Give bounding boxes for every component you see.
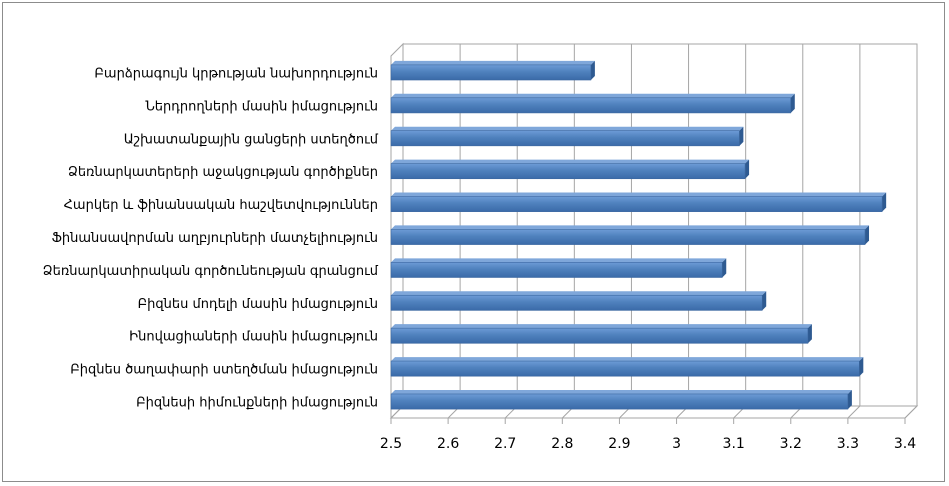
bar-top-face (391, 389, 852, 394)
bar (390, 192, 887, 212)
bar-top-face (391, 291, 767, 296)
bar (390, 324, 812, 344)
bar-end-face (790, 93, 795, 113)
bar-top-face (391, 225, 870, 230)
bar-front-face (390, 262, 723, 278)
category-label: Ինովացիաների մասին իմացություն (129, 330, 378, 345)
bar-front-face (390, 393, 849, 410)
bar-top-face (391, 258, 727, 263)
tick-label: 3.4 (894, 436, 916, 452)
bar-end-face (865, 225, 870, 245)
bar-top-face (391, 60, 595, 65)
bar-top-face (391, 159, 750, 164)
bar (390, 225, 870, 245)
bar (390, 159, 750, 180)
bar (390, 291, 767, 311)
category-label: Ձեռնարկատերերի աջակցության գործիքներ (68, 165, 378, 180)
tick-label: 2.7 (494, 436, 516, 452)
bar-front-face (390, 360, 860, 377)
bar-front-face (390, 196, 883, 212)
bar-front-face (390, 163, 746, 180)
bar (390, 60, 595, 81)
bar (390, 389, 852, 410)
bar-top-face (391, 357, 864, 362)
bar-top-face (391, 93, 795, 98)
category-label: Բիզնես ծաղափարի ստեղծման իմացություն (70, 363, 378, 378)
category-label: Աշխատանքային ցանցերի ստեղծում (124, 132, 379, 147)
gridline (904, 44, 918, 419)
bar (390, 93, 795, 114)
tick-label: 3.2 (780, 436, 802, 452)
category-label: Ձեռնարկատիրական գործունեության գրանցում (43, 264, 379, 279)
bar-end-face (745, 159, 750, 179)
bar-front-face (390, 130, 740, 147)
bar-top-face (391, 126, 744, 131)
bar-end-face (807, 324, 812, 344)
bar-end-face (762, 291, 767, 311)
tick-label: 3 (672, 436, 681, 452)
tick-label: 3.1 (723, 436, 745, 452)
category-labels: Բարձրագույն կրթության նախորդություն Ներդր… (43, 66, 379, 410)
category-label: Հարկեր և ֆինանսական հաշվետվություններ (64, 198, 378, 213)
bar-end-face (859, 357, 864, 377)
bar-front-face (390, 64, 592, 81)
category-label: Ներդրողների մասին իմացություն (145, 99, 378, 114)
gridline (847, 44, 861, 419)
x-axis-ticks: 2.5 2.6 2.7 2.8 2.9 3 3.1 3.2 3.3 3.4 (380, 418, 916, 452)
bar-front-face (390, 294, 763, 311)
bar-end-face (722, 258, 727, 278)
tick-label: 2.9 (608, 436, 630, 452)
bar-end-face (847, 389, 852, 410)
tick-label: 3.3 (837, 436, 859, 452)
bar (390, 126, 744, 147)
bars (390, 60, 887, 410)
bar-end-face (739, 126, 744, 146)
bar-end-face (590, 60, 595, 81)
bar-front-face (390, 229, 866, 245)
category-label: Բարձրագույն կրթության նախորդություն (94, 66, 378, 81)
bar (390, 258, 727, 278)
bar-top-face (391, 192, 887, 197)
tick-label: 2.5 (380, 436, 402, 452)
category-label: Ֆինանսավորման աղբյուրների մատչելիություն (52, 231, 378, 246)
tick-label: 2.6 (437, 436, 459, 452)
category-label: Բիզնես մոդելի մասին իմացություն (138, 297, 378, 312)
tick-label: 2.8 (551, 436, 573, 452)
bar-front-face (390, 97, 792, 114)
bar-top-face (391, 324, 812, 329)
bar-end-face (882, 192, 887, 212)
bar-front-face (390, 327, 809, 344)
bar (390, 357, 864, 377)
category-label: Բիզնեսի հիմունքների իմացություն (136, 396, 378, 411)
